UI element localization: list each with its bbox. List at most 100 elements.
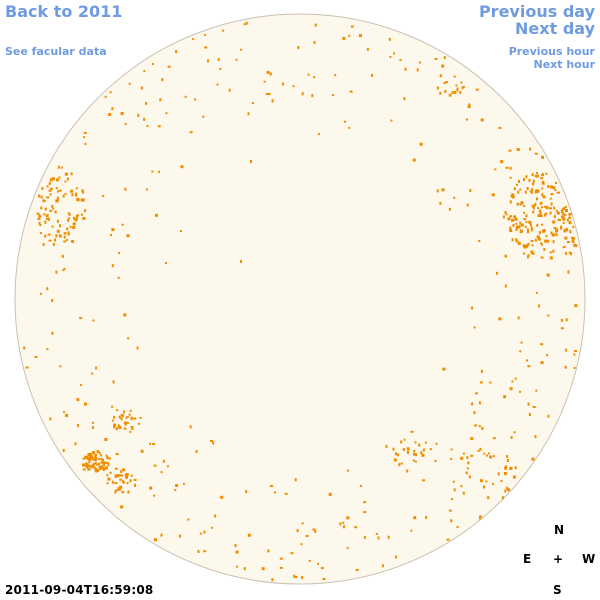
facula-dot [424, 441, 427, 444]
facula-dot [560, 327, 564, 330]
facula-dot [574, 304, 578, 308]
facula-dot [523, 205, 526, 208]
facula-dot [104, 466, 108, 470]
facula-dot [113, 415, 116, 419]
facula-dot [46, 217, 48, 220]
next-day-link[interactable]: Next day [515, 19, 595, 38]
facula-dot [83, 136, 86, 139]
facula-dot [96, 450, 100, 454]
facula-dot [46, 185, 49, 188]
facula-dot [419, 142, 423, 146]
facula-dot [64, 172, 68, 176]
facula-dot [67, 218, 70, 222]
facula-dot [111, 419, 114, 422]
facula-dot [504, 284, 507, 288]
facula-dot [49, 417, 52, 421]
back-to-year-link[interactable]: Back to 2011 [5, 2, 123, 21]
facula-dot [82, 216, 86, 220]
previous-hour-link[interactable]: Previous hour [508, 45, 595, 58]
facula-dot [512, 475, 516, 479]
facula-dot [108, 457, 111, 460]
facula-dot [478, 401, 481, 405]
facula-dot [83, 402, 87, 406]
facula-dot [494, 168, 497, 171]
facula-dot [553, 215, 556, 219]
facula-dot [552, 220, 556, 224]
facula-dot [212, 441, 215, 445]
facula-dot [153, 494, 156, 497]
facula-dot [413, 450, 416, 452]
facula-dot [293, 574, 296, 578]
facula-dot [467, 105, 471, 109]
facula-dot [83, 463, 86, 467]
facula-dot [439, 201, 442, 205]
facula-dot [557, 191, 560, 194]
facula-dot [500, 480, 503, 483]
facula-dot [429, 448, 432, 451]
facula-dot [251, 102, 254, 104]
facula-dot [91, 456, 94, 460]
facula-dot [134, 483, 136, 487]
facula-dot [63, 267, 66, 270]
facula-dot [537, 207, 540, 210]
facula-dot [71, 193, 74, 197]
facula-dot [48, 189, 52, 192]
facula-dot [113, 423, 117, 427]
facula-dot [146, 125, 149, 128]
facula-dot [39, 224, 42, 227]
facula-dot [346, 546, 349, 549]
facula-dot [81, 213, 83, 216]
facula-dot [43, 213, 46, 216]
facula-dot [180, 230, 182, 232]
facula-dot [451, 91, 454, 94]
facula-dot [537, 304, 540, 308]
facula-dot [87, 456, 90, 460]
facula-dot [473, 326, 476, 329]
facula-dot [541, 155, 544, 159]
facula-dot [541, 181, 545, 185]
facula-dot [267, 549, 270, 553]
facula-dot [421, 453, 425, 457]
facula-dot [151, 170, 154, 173]
facula-dot [519, 188, 522, 191]
facula-dot [52, 242, 55, 246]
facula-dot [322, 578, 326, 580]
facula-dot [509, 200, 512, 204]
facula-dot [555, 233, 558, 237]
facula-dot [545, 212, 548, 215]
facula-dot [180, 165, 184, 169]
facula-dot [85, 462, 88, 466]
facula-dot [91, 372, 94, 375]
facula-dot [443, 82, 446, 84]
facula-dot [118, 415, 121, 419]
facula-dot [493, 455, 495, 458]
facula-dot [555, 181, 557, 184]
facula-dot [48, 181, 51, 185]
facula-dot [154, 538, 157, 542]
facula-dot [473, 411, 476, 415]
facula-dot [515, 240, 519, 243]
see-facular-data-link[interactable]: See facular data [5, 45, 107, 58]
facula-dot [465, 471, 468, 475]
facula-dot [88, 464, 92, 467]
previous-day-link[interactable]: Previous day [478, 2, 595, 21]
facula-dot [118, 474, 122, 477]
facula-dot [410, 529, 413, 532]
facula-dot [149, 486, 153, 490]
facula-dot [320, 567, 324, 570]
facula-dot [525, 214, 528, 218]
facula-dot [540, 177, 544, 180]
facula-dot [40, 232, 42, 235]
facula-dot [42, 243, 45, 246]
facula-dot [533, 179, 535, 183]
facula-dot [449, 93, 452, 97]
facula-dot [117, 487, 121, 491]
facula-dot [413, 452, 415, 456]
facula-dot [541, 206, 543, 209]
facula-dot [399, 58, 402, 61]
next-hour-link[interactable]: Next hour [533, 58, 596, 71]
facula-dot [137, 113, 140, 117]
facula-dot [100, 465, 103, 469]
facula-dot [474, 392, 478, 395]
facula-dot [539, 215, 543, 217]
